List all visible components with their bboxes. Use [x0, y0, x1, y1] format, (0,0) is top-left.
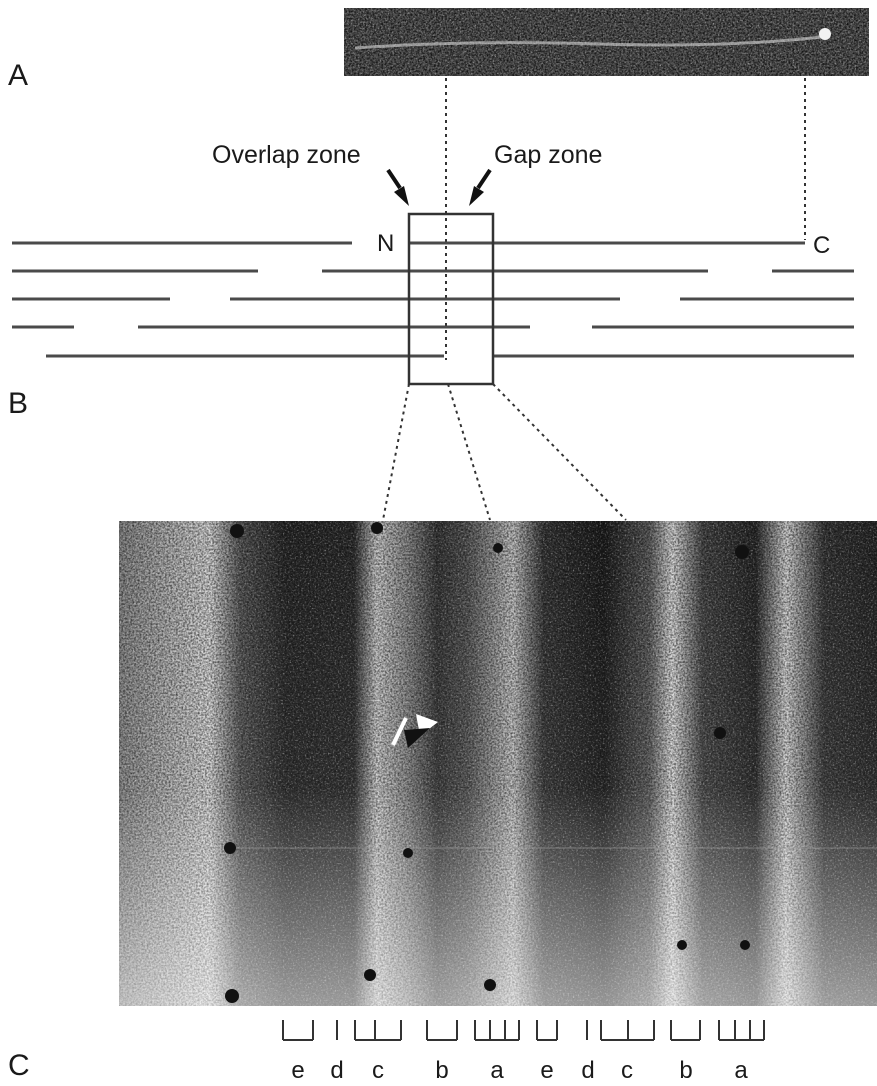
molecule-micrograph — [344, 8, 869, 76]
band-bracket — [474, 1020, 520, 1041]
band-label: e — [540, 1057, 553, 1084]
band-bracket — [670, 1020, 701, 1041]
band-bracket — [354, 1020, 402, 1041]
panel-a: A — [8, 8, 869, 92]
band-label: b — [435, 1057, 448, 1084]
overlap-zone-label: Overlap zone — [212, 141, 361, 169]
band-bracket — [600, 1020, 655, 1041]
panel-a-label: A — [8, 59, 28, 92]
molecule-strand — [354, 34, 831, 50]
fibril-micrograph — [119, 521, 877, 1006]
n-terminus-label: N — [377, 230, 394, 257]
band-bracket — [536, 1020, 558, 1041]
overlap-arrow-icon — [386, 168, 409, 206]
gap-zone-label: Gap zone — [494, 141, 602, 169]
c-terminus-label: C — [813, 232, 830, 259]
highlight-arrow-icon — [391, 714, 438, 748]
band-bracket — [282, 1020, 314, 1041]
molecule-end-spot — [819, 28, 831, 40]
band-label: e — [291, 1057, 304, 1084]
band-label: a — [734, 1057, 748, 1084]
band-bracket — [426, 1020, 458, 1041]
gap-arrow-icon — [469, 168, 492, 206]
panel-b — [12, 241, 854, 358]
band-label: d — [330, 1057, 343, 1084]
connector-b-left — [382, 383, 410, 521]
band-label: c — [621, 1057, 633, 1084]
band-label: b — [679, 1057, 692, 1084]
band-brackets — [282, 1020, 765, 1041]
connector-b-right — [492, 383, 627, 521]
panel-c-label: C — [8, 1049, 30, 1082]
connector-b-middle — [447, 383, 491, 521]
band-label: a — [490, 1057, 504, 1084]
panel-b-label: B — [8, 387, 28, 420]
band-label: c — [372, 1057, 384, 1084]
band-bracket — [718, 1020, 765, 1041]
band-label: d — [581, 1057, 594, 1084]
overlap-gap-box — [407, 212, 495, 386]
